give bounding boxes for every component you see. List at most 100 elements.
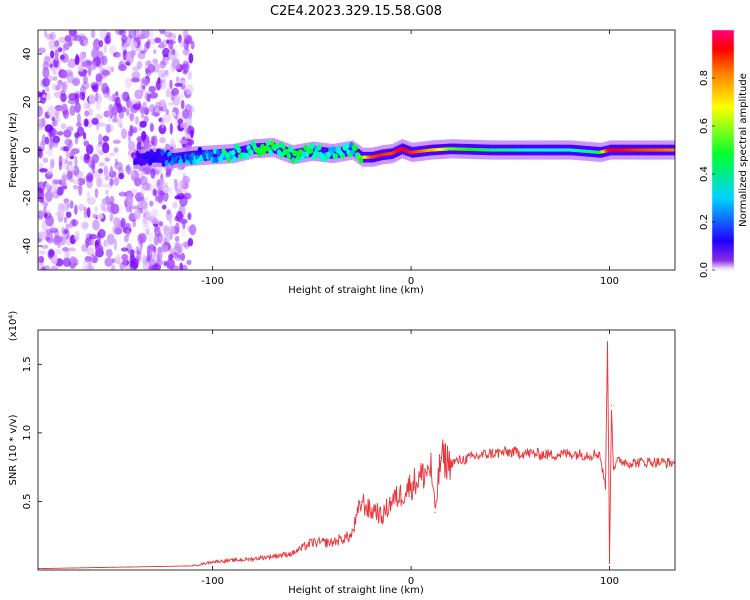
spectrogram-noise-mark: [62, 257, 71, 268]
colorbar: 0.0 0.2 0.4 0.6 0.8 Normalized spectral ampl…: [699, 29, 749, 278]
spectrogram-noise-mark: [142, 225, 151, 232]
spectrogram-band: [166, 152, 170, 164]
spectrogram-noise-mark: [142, 85, 146, 90]
spectrogram-noise-mark: [44, 54, 50, 64]
spectrogram-noise-mark: [53, 229, 60, 237]
spectrogram-noise-mark: [136, 251, 142, 263]
spectrogram-noise-mark: [186, 225, 193, 232]
spectrogram-noise-mark: [49, 227, 59, 233]
spectrogram-noise-mark: [128, 30, 137, 39]
spectrogram-noise-mark: [150, 136, 156, 145]
spectrogram-noise-mark: [109, 178, 114, 186]
spectrogram-noise-mark: [77, 65, 84, 72]
spectrogram-noise-mark: [69, 105, 76, 116]
spectrogram-ridge-mark: [333, 153, 339, 160]
spectrogram-noise-mark: [140, 49, 147, 54]
spectrogram-noise-mark: [57, 47, 63, 53]
spectrogram-noise-mark: [40, 140, 45, 151]
spectrogram-noise-mark: [38, 262, 42, 269]
spectrogram-noise-mark: [112, 216, 121, 227]
spectrogram-noise-mark: [69, 165, 75, 172]
spectrogram-noise-mark: [62, 108, 69, 119]
snr-point: [598, 452, 601, 455]
spectrogram-noise-mark: [92, 219, 100, 231]
spectrogram-noise-mark: [154, 37, 162, 44]
spectrogram-noise-mark: [47, 209, 51, 216]
spectrogram-band: [143, 153, 146, 164]
spectrogram-noise-mark: [115, 91, 119, 97]
spectrogram-noise-mark: [74, 136, 79, 145]
spectrogram-noise-mark: [168, 39, 174, 50]
spectrogram-noise-mark: [66, 165, 70, 173]
spectrogram-noise-mark: [168, 217, 173, 226]
spectrogram-noise-mark: [186, 138, 195, 146]
snr-point: [434, 511, 436, 513]
spectrogram-ridge-mark: [154, 156, 160, 163]
spectrogram-noise-mark: [122, 259, 130, 266]
spectrogram-noise-mark: [91, 117, 99, 125]
snr-point: [410, 484, 412, 486]
spectrogram-noise-mark: [132, 128, 137, 133]
spectrogram-noise-mark: [46, 226, 54, 232]
spectrogram-noise-mark: [181, 63, 188, 70]
spectrogram-noise-mark: [140, 30, 150, 39]
spectrogram-noise-mark: [134, 209, 141, 220]
spectrogram-noise-mark: [53, 137, 59, 148]
spectrogram-noise-mark: [162, 113, 172, 124]
snr-series-line: [38, 341, 675, 570]
snr-axes: -100 0 100 0.5 1.0 1.5: [22, 330, 619, 587]
spectrogram-noise-mark: [124, 77, 132, 89]
spectrogram-noise-mark: [154, 225, 161, 237]
spectrogram-noise-mark: [180, 228, 187, 236]
snr-xlabel: Height of straight line (km): [288, 585, 424, 596]
spectrogram-noise-mark: [68, 93, 78, 101]
spectrogram-ridge-mark: [310, 142, 315, 149]
spectrogram-noise-mark: [96, 177, 102, 188]
spectrogram-noise-mark: [40, 244, 49, 249]
spectrogram-noise-mark: [142, 101, 147, 110]
snr-point: [251, 558, 253, 560]
spectrogram-band: [240, 146, 243, 157]
snr-point: [470, 456, 472, 459]
snr-point: [370, 511, 372, 513]
spectrogram-noise-mark: [145, 228, 150, 235]
spectrogram-noise-mark: [137, 50, 146, 60]
snr-xtick-label: -100: [201, 576, 224, 587]
spectrogram-noise-mark: [82, 39, 89, 46]
spectrogram-noise-mark: [51, 82, 57, 91]
spectrogram-noise-mark: [169, 167, 174, 172]
spectrogram-noise-mark: [94, 206, 99, 212]
spectrogram-ridge-mark: [358, 157, 364, 164]
spectrogram-noise-mark: [74, 30, 78, 38]
spectrogram-noise-mark: [90, 253, 98, 264]
spectrogram-noise-mark: [175, 76, 180, 83]
spectrogram-noise-mark: [62, 232, 67, 239]
spectrogram-noise-mark: [79, 91, 86, 101]
spectrogram-noise-mark: [98, 122, 107, 127]
spectrogram-noise-mark: [82, 75, 88, 84]
spectrogram-noise-mark: [78, 33, 86, 39]
spectrogram-band: [214, 149, 218, 160]
spectrogram-noise-mark: [120, 91, 128, 102]
spectrogram-noise-mark: [120, 217, 126, 229]
spectrogram-noise-mark: [110, 264, 116, 270]
spectrogram-noise-mark: [66, 144, 72, 152]
spectrogram-noise-mark: [106, 233, 115, 245]
spectrogram-noise-mark: [92, 84, 99, 93]
spectrogram-noise-mark: [39, 190, 45, 200]
spectrogram-noise-mark: [132, 103, 142, 110]
spectrogram-noise-mark: [92, 43, 101, 50]
spectrogram-noise-mark: [38, 210, 44, 219]
spectrogram-noise-mark: [160, 77, 167, 90]
spectrogram-noise-mark: [188, 52, 194, 64]
spectrogram-noise-mark: [83, 154, 91, 164]
spectrogram-noise-mark: [59, 182, 68, 189]
spectrogram-noise-mark: [102, 142, 110, 154]
spectrogram-noise-mark: [49, 63, 53, 68]
spectrogram-noise-mark: [81, 61, 88, 68]
spectrogram-noise-mark: [152, 178, 160, 190]
spectrogram-noise-mark: [115, 52, 125, 61]
spectrogram-band: [321, 147, 325, 158]
spectrogram-noise-mark: [104, 175, 110, 181]
